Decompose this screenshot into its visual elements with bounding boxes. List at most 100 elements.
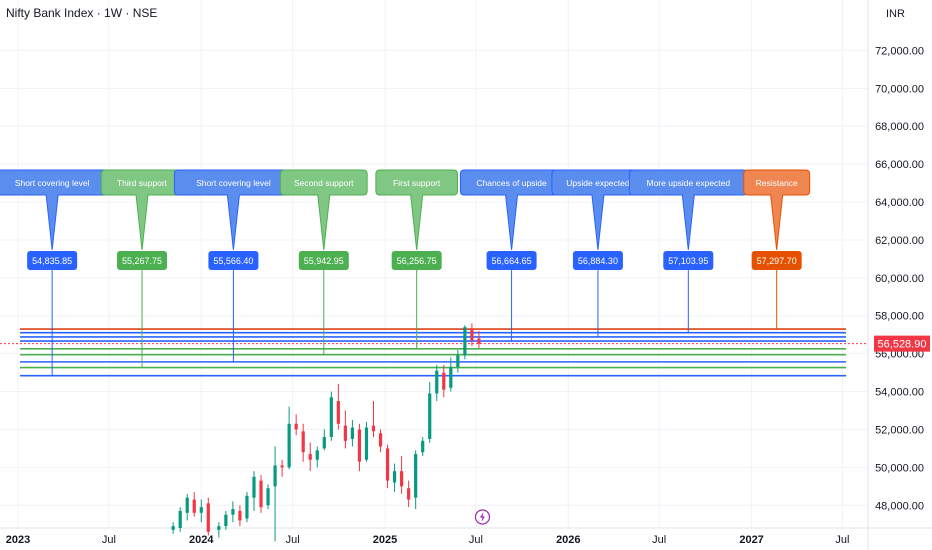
x-tick-label: 2025	[373, 534, 397, 546]
candle-body	[308, 454, 312, 460]
candle-body	[392, 471, 397, 483]
candle-body	[224, 514, 228, 527]
level-callout-label: Short covering level	[196, 178, 271, 188]
level-value-badge	[117, 251, 168, 270]
candle-body	[350, 427, 355, 439]
last-price-label: 56,528.90	[878, 339, 927, 351]
level-callout-label: Third support	[117, 178, 168, 188]
candle-body	[185, 497, 189, 513]
candle-body	[336, 401, 340, 424]
y-tick-label: 58,000.00	[875, 311, 924, 323]
level-value-badge	[663, 251, 714, 270]
x-tick-label: Jul	[652, 534, 666, 546]
candle-body	[407, 488, 411, 500]
candle-body	[266, 488, 270, 506]
candle-body	[259, 480, 263, 508]
y-tick-label: 52,000.00	[875, 424, 924, 436]
candle-body	[343, 425, 347, 441]
candle-body	[456, 355, 460, 367]
candle-body	[238, 510, 242, 521]
candle-body	[463, 327, 467, 356]
y-tick-label: 56,000.00	[875, 349, 924, 361]
level-callout-label: Resistance	[756, 178, 798, 188]
level-value-label: 54,835.85	[32, 256, 72, 266]
x-tick-label: Jul	[286, 534, 300, 546]
candle-body	[301, 431, 305, 453]
currency-label: INR	[886, 8, 905, 20]
y-tick-label: 54,000.00	[875, 387, 924, 399]
x-tick-label: 2024	[189, 534, 214, 546]
candle-body	[287, 423, 291, 468]
candle-body	[199, 507, 203, 513]
candle-body	[315, 450, 319, 460]
level-value-label: 55,566.40	[213, 256, 253, 266]
level-callout-label: Chances of upside	[476, 178, 547, 188]
candle-body	[206, 503, 210, 532]
level-value-label: 55,267.75	[122, 256, 162, 266]
candle-body	[322, 437, 326, 449]
y-tick-label: 72,000.00	[875, 45, 924, 57]
level-value-badge	[208, 251, 259, 270]
candle-body	[231, 509, 235, 515]
last-price-badge	[874, 335, 930, 352]
candle-body	[280, 465, 284, 468]
x-tick-label: Jul	[835, 534, 849, 546]
candle-body	[442, 372, 446, 390]
level-callout-label: Short covering level	[15, 178, 90, 188]
candle-body	[428, 393, 432, 439]
level-callout	[375, 169, 458, 251]
y-tick-label: 68,000.00	[875, 121, 924, 133]
candle-body	[294, 423, 298, 430]
candle-body	[178, 510, 182, 528]
level-value-label: 55,942.95	[304, 256, 344, 266]
level-value-badge	[572, 251, 623, 270]
level-value-label: 57,103.95	[668, 256, 708, 266]
y-tick-label: 48,000.00	[875, 500, 924, 512]
level-callout-label: First support	[393, 178, 441, 188]
candle-body	[371, 425, 376, 432]
candle-body	[245, 495, 249, 519]
x-tick-label: Jul	[469, 534, 483, 546]
candle-body	[449, 366, 453, 388]
chart-title: Nifty Bank Index · 1W · NSE	[6, 6, 158, 20]
candle-body	[435, 370, 439, 394]
level-value-label: 56,664.65	[492, 256, 532, 266]
candle-body	[470, 329, 474, 341]
level-callout-label: More upside expected	[646, 178, 730, 188]
candle-body	[252, 476, 256, 498]
candle-body	[364, 427, 369, 460]
level-value-badge	[486, 251, 537, 270]
candle-body	[421, 440, 425, 453]
candle-body	[329, 397, 333, 438]
y-tick-label: 62,000.00	[875, 235, 924, 247]
y-tick-label: 64,000.00	[875, 197, 924, 209]
candle-body	[477, 338, 481, 344]
candle-body	[400, 471, 404, 487]
level-callout	[743, 169, 811, 251]
level-value-label: 57,297.70	[757, 256, 797, 266]
candle-body	[273, 465, 277, 487]
level-callout-label: Second support	[294, 178, 354, 188]
candle-body	[217, 526, 221, 530]
level-value-badge	[751, 251, 802, 270]
candle-body	[385, 448, 390, 481]
candle-body	[192, 499, 196, 513]
x-tick-label: 2026	[556, 534, 580, 546]
level-value-label: 56,256.75	[397, 256, 437, 266]
y-tick-label: 60,000.00	[875, 273, 924, 285]
level-value-badge	[298, 251, 349, 270]
candle-body	[171, 526, 175, 530]
y-tick-label: 50,000.00	[875, 462, 924, 474]
x-tick-label: Jul	[102, 534, 116, 546]
level-value-badge	[391, 251, 442, 270]
candle-body	[378, 433, 383, 447]
y-tick-label: 70,000.00	[875, 83, 924, 95]
level-value-label: 56,884.30	[578, 256, 618, 266]
lightning-glyph	[479, 512, 485, 522]
x-tick-label: 2023	[6, 534, 30, 546]
x-tick-label: 2027	[739, 534, 763, 546]
candle-body	[357, 429, 362, 462]
level-value-badge	[27, 251, 78, 270]
